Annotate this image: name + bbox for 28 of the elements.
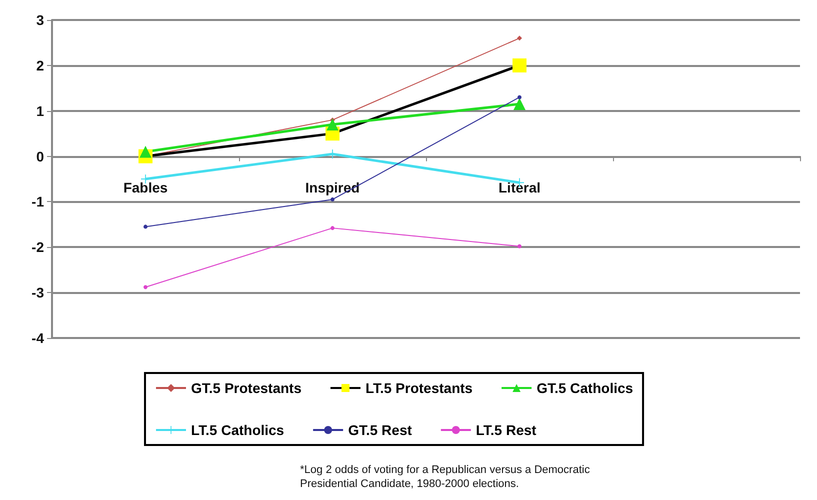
y-tick-label: 0 <box>36 148 44 164</box>
point <box>326 118 338 130</box>
point <box>518 95 522 100</box>
y-tick-label: 3 <box>36 12 44 28</box>
point <box>517 36 522 41</box>
y-tick-label: -4 <box>32 330 44 346</box>
point <box>512 58 526 72</box>
point <box>144 285 148 290</box>
legend-label: GT.5 Catholics <box>536 380 634 396</box>
y-tick-label: 2 <box>36 57 44 74</box>
y-tick-label: -1 <box>32 194 44 210</box>
legend-label: GT.5 Rest <box>348 422 412 438</box>
legend-label: GT.5 Protestants <box>191 380 302 396</box>
legend-label: LT.5 Catholics <box>191 422 284 438</box>
x-tick-label: Literal <box>498 179 541 196</box>
point <box>144 224 148 229</box>
x-tick-label: Fables <box>123 179 168 196</box>
point <box>330 226 334 230</box>
y-tick-label: -3 <box>32 284 44 301</box>
point <box>140 146 152 158</box>
point <box>518 244 522 248</box>
legend-label: LT.5 Rest <box>476 422 537 438</box>
text: *Log 2 odds of voting for a Republican versus a Democratic Presidential Candidate, 1980-2000 elections. <box>300 464 590 490</box>
legend-label: LT.5 Protestants <box>365 380 473 396</box>
point <box>330 197 334 202</box>
point <box>514 98 526 110</box>
y-tick-label: -2 <box>32 239 44 256</box>
y-tick-label: 1 <box>36 102 44 119</box>
